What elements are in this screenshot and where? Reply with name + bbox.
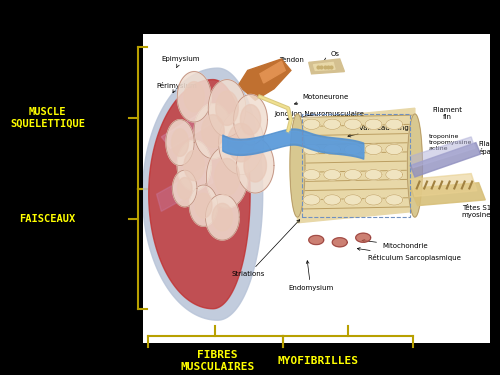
- Polygon shape: [344, 119, 362, 129]
- Polygon shape: [166, 120, 194, 165]
- Text: Endomysium: Endomysium: [288, 261, 334, 291]
- Polygon shape: [356, 233, 370, 242]
- Text: Périmysium: Périmysium: [156, 82, 198, 93]
- Text: Réticulum Sarcoplasmique: Réticulum Sarcoplasmique: [358, 248, 461, 261]
- Text: Tendon: Tendon: [272, 57, 304, 70]
- Polygon shape: [206, 194, 239, 240]
- Text: Motoneurone: Motoneurone: [294, 94, 348, 105]
- Polygon shape: [344, 195, 362, 205]
- Polygon shape: [234, 94, 268, 145]
- Polygon shape: [344, 170, 362, 180]
- Polygon shape: [260, 61, 285, 83]
- Polygon shape: [314, 62, 335, 70]
- Polygon shape: [332, 238, 347, 247]
- Polygon shape: [365, 119, 382, 129]
- Polygon shape: [202, 115, 224, 148]
- Polygon shape: [178, 140, 211, 191]
- Polygon shape: [410, 174, 477, 196]
- Polygon shape: [365, 170, 382, 180]
- Text: Os: Os: [324, 51, 340, 61]
- Polygon shape: [386, 195, 402, 205]
- Text: Filament
épais: Filament épais: [478, 141, 500, 155]
- Polygon shape: [386, 144, 402, 154]
- Polygon shape: [298, 108, 415, 223]
- Polygon shape: [142, 68, 262, 320]
- Bar: [302, 114, 410, 217]
- Text: Jonction Neuromusculaire: Jonction Neuromusculaire: [274, 111, 364, 120]
- Polygon shape: [410, 137, 475, 168]
- Polygon shape: [208, 80, 246, 137]
- Polygon shape: [410, 142, 480, 177]
- Polygon shape: [365, 144, 382, 154]
- Polygon shape: [303, 170, 320, 180]
- Text: FAISCEAUX: FAISCEAUX: [20, 214, 76, 224]
- Polygon shape: [408, 114, 422, 217]
- Polygon shape: [212, 203, 233, 231]
- Text: Mitochondrie: Mitochondrie: [362, 239, 428, 249]
- Text: MUSCLE
SQUELETTIQUE: MUSCLE SQUELETTIQUE: [10, 107, 85, 129]
- Polygon shape: [195, 193, 212, 218]
- Text: Striations: Striations: [232, 220, 300, 278]
- Polygon shape: [303, 119, 320, 129]
- Polygon shape: [214, 158, 240, 195]
- Polygon shape: [324, 144, 340, 154]
- Text: troponine
tropomyosine
actine: troponine tropomyosine actine: [429, 134, 472, 151]
- Polygon shape: [386, 170, 402, 180]
- Polygon shape: [303, 144, 320, 154]
- Polygon shape: [240, 105, 260, 135]
- Polygon shape: [184, 82, 204, 112]
- Polygon shape: [244, 149, 266, 182]
- Polygon shape: [410, 183, 486, 206]
- Text: Têtes S1 de
myosine: Têtes S1 de myosine: [462, 205, 500, 218]
- Polygon shape: [324, 119, 340, 129]
- Text: MYOFIBRILLES: MYOFIBRILLES: [277, 356, 358, 366]
- Polygon shape: [324, 170, 340, 180]
- Text: Vaisseau sanguin: Vaisseau sanguin: [348, 125, 420, 137]
- Polygon shape: [303, 195, 320, 205]
- Bar: [142, 34, 490, 343]
- Polygon shape: [178, 177, 192, 200]
- Polygon shape: [216, 91, 238, 125]
- Polygon shape: [365, 195, 382, 205]
- Polygon shape: [308, 236, 324, 244]
- Polygon shape: [156, 165, 213, 211]
- Polygon shape: [206, 146, 248, 208]
- Polygon shape: [184, 150, 204, 181]
- Polygon shape: [324, 195, 340, 205]
- Polygon shape: [162, 102, 227, 148]
- Text: Filament
fin: Filament fin: [432, 106, 462, 120]
- Text: Epimysium: Epimysium: [162, 56, 200, 68]
- Polygon shape: [190, 185, 218, 226]
- Polygon shape: [228, 123, 254, 162]
- Polygon shape: [148, 80, 250, 309]
- Polygon shape: [194, 104, 232, 159]
- Polygon shape: [172, 170, 197, 207]
- Polygon shape: [290, 114, 305, 217]
- Polygon shape: [308, 59, 344, 74]
- Polygon shape: [386, 119, 402, 129]
- Polygon shape: [172, 129, 188, 156]
- Polygon shape: [344, 144, 362, 154]
- Polygon shape: [238, 59, 291, 100]
- Polygon shape: [218, 111, 264, 175]
- Text: FIBRES
MUSCULAIRES: FIBRES MUSCULAIRES: [180, 350, 254, 372]
- Polygon shape: [178, 72, 211, 122]
- Polygon shape: [236, 138, 274, 193]
